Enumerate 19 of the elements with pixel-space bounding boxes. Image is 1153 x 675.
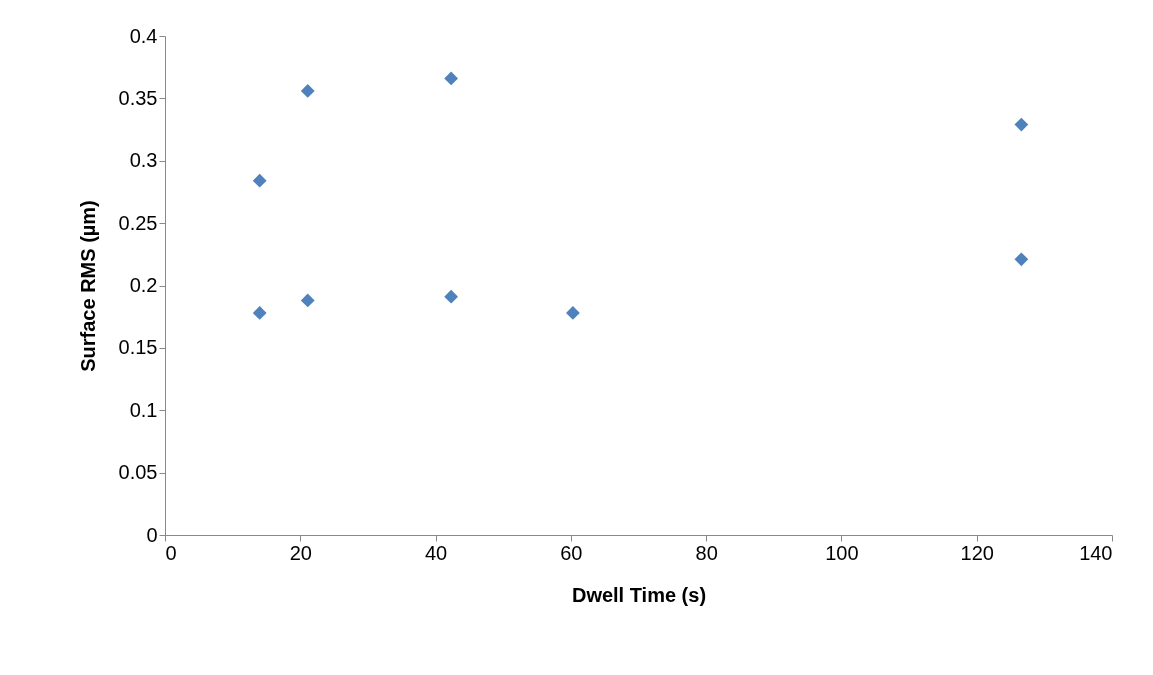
x-tick-label: 80: [695, 541, 718, 564]
x-tick-label: 60: [560, 541, 583, 564]
y-tick-label: 0.15: [118, 336, 158, 359]
y-axis-title: Surface RMS (µm): [76, 200, 99, 372]
x-tick-label: 40: [424, 541, 448, 564]
y-tick-label: 0.1: [129, 398, 158, 421]
x-tick-label: 100: [825, 541, 859, 564]
y-tick-label: 0.05: [118, 461, 158, 484]
y-tick-label: 0: [146, 523, 158, 546]
x-axis-title: Dwell Time (s): [571, 583, 707, 606]
y-tick-label: 0.25: [118, 211, 158, 234]
y-tick-label: 0.4: [129, 24, 158, 47]
y-tick-label: 0.35: [118, 86, 158, 109]
x-tick-label: 20: [289, 541, 312, 564]
x-tick-label: 0: [165, 541, 177, 564]
y-tick-label: 0.2: [129, 274, 158, 296]
y-tick-label: 0.3: [129, 149, 158, 172]
x-tick-label: 120: [960, 541, 994, 564]
x-tick-label: 140: [1079, 541, 1113, 564]
